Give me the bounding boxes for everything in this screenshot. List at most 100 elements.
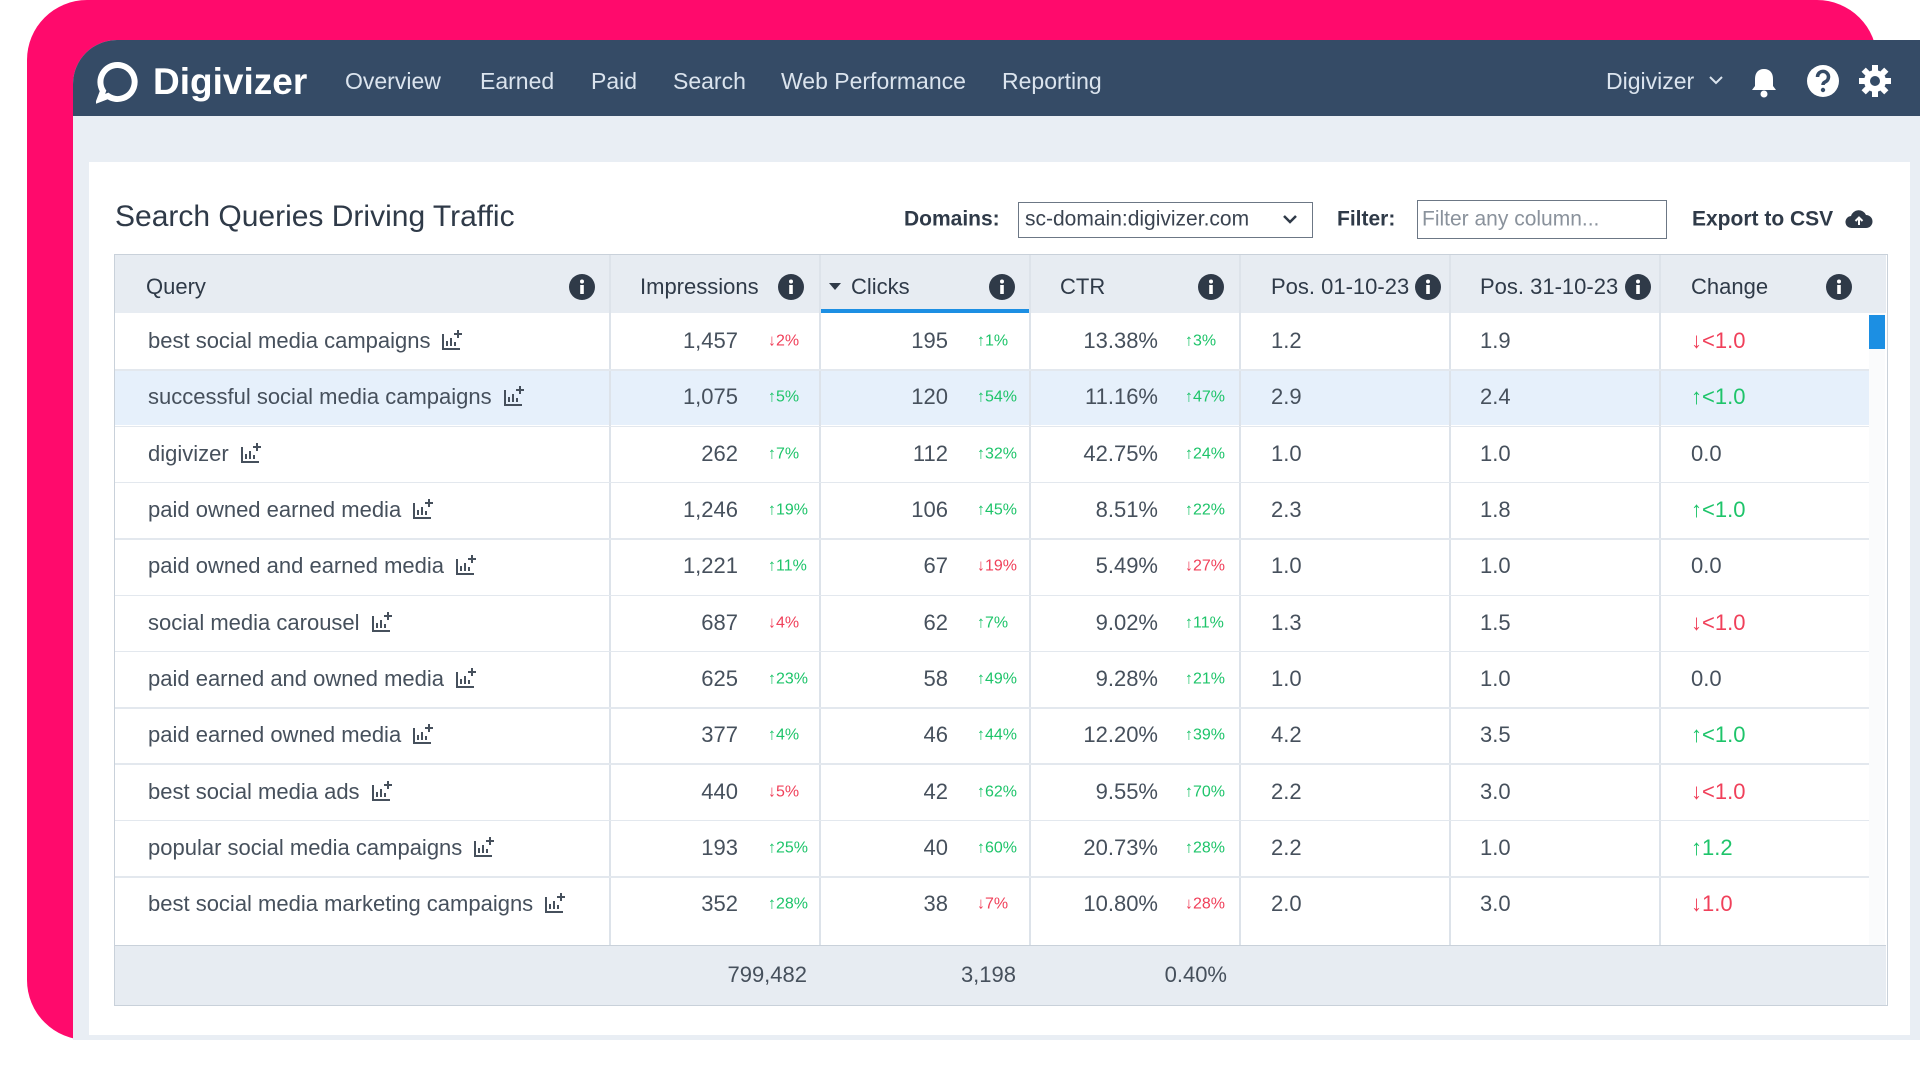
- add-chart-icon[interactable]: [543, 891, 567, 915]
- impressions: 352: [701, 890, 738, 916]
- position-start: 4.2: [1271, 722, 1302, 748]
- position-end: 3.0: [1480, 890, 1511, 916]
- position-start: 1.0: [1271, 665, 1302, 691]
- add-chart-icon[interactable]: [502, 384, 526, 408]
- add-chart-icon[interactable]: [454, 666, 478, 690]
- ctr-change: ↑39%: [1185, 726, 1226, 744]
- sort-arrow[interactable]: [829, 283, 841, 291]
- cloud-icon[interactable]: [1845, 208, 1873, 230]
- impressions-change: ↑5%: [768, 388, 800, 406]
- ctr: 13.38%: [1083, 327, 1158, 353]
- position-start: 2.9: [1271, 384, 1302, 410]
- impressions: 1,075: [682, 384, 738, 410]
- add-chart-icon[interactable]: [411, 722, 435, 746]
- ctr: 11.16%: [1085, 384, 1158, 410]
- add-chart-icon[interactable]: [454, 553, 478, 577]
- column-divider: [609, 255, 611, 945]
- nav-item[interactable]: Overview: [345, 68, 441, 95]
- logo[interactable]: [96, 60, 140, 104]
- column-divider: [1029, 255, 1031, 945]
- info-icon[interactable]: [777, 273, 805, 301]
- nav-item[interactable]: Web Performance: [781, 68, 966, 95]
- nav-item[interactable]: Earned: [480, 68, 555, 95]
- query: digivizer: [148, 440, 229, 466]
- scroll-thumb[interactable]: [1869, 315, 1885, 349]
- ctr-change: ↑47%: [1185, 388, 1226, 406]
- panel-title: Search Queries Driving Traffic: [115, 200, 515, 233]
- column-header[interactable]: Pos. 01-10-23: [1271, 273, 1410, 299]
- column-header[interactable]: Pos. 31-10-23: [1480, 273, 1619, 299]
- account-menu[interactable]: Digivizer: [1606, 68, 1695, 95]
- total: 3,198: [960, 961, 1016, 987]
- domain-value[interactable]: sc-domain:digivizer.com: [1025, 207, 1250, 231]
- nav-item[interactable]: Search: [673, 68, 746, 95]
- nav-item[interactable]: Paid: [591, 68, 638, 95]
- total: 799,482: [727, 961, 807, 987]
- position-change: 0.0: [1691, 553, 1722, 579]
- row-divider: [115, 763, 1869, 765]
- filter-input[interactable]: [1417, 200, 1667, 239]
- position-start: 1.0: [1271, 553, 1302, 579]
- column-header[interactable]: Impressions: [640, 273, 759, 299]
- filter-placeholder[interactable]: Filter any column...: [1422, 207, 1600, 231]
- info-icon[interactable]: [988, 273, 1016, 301]
- row-divider: [115, 819, 1869, 822]
- ctr: 5.49%: [1095, 553, 1158, 579]
- impressions-change: ↑28%: [768, 895, 809, 913]
- position-start: 2.0: [1271, 890, 1302, 916]
- info-icon[interactable]: [1825, 273, 1853, 301]
- add-chart-icon[interactable]: [239, 441, 263, 465]
- impressions-change: ↓2%: [768, 332, 800, 350]
- impressions-change: ↑25%: [768, 839, 809, 857]
- column-divider: [1449, 255, 1451, 945]
- clicks-change: ↑45%: [977, 501, 1018, 519]
- clicks: 46: [923, 722, 948, 748]
- bell-icon[interactable]: [1750, 66, 1778, 98]
- add-chart-icon[interactable]: [440, 328, 464, 352]
- select-chevron: [1283, 215, 1297, 224]
- info-icon[interactable]: [568, 273, 596, 301]
- position-change: ↑<1.0: [1691, 722, 1746, 748]
- nav-item[interactable]: Reporting: [1002, 68, 1102, 95]
- info-icon[interactable]: [1624, 273, 1652, 301]
- impressions: 1,246: [682, 496, 738, 522]
- clicks: 67: [923, 553, 948, 579]
- row-divider: [115, 707, 1869, 709]
- info-icon[interactable]: [1197, 273, 1225, 301]
- column-header[interactable]: Query: [146, 273, 206, 299]
- position-end: 1.0: [1480, 834, 1511, 860]
- impressions-change: ↑4%: [768, 726, 800, 744]
- query: paid owned and earned media: [148, 553, 445, 579]
- column-header[interactable]: Change: [1691, 273, 1769, 299]
- column-header[interactable]: Clicks: [851, 273, 910, 299]
- clicks-change: ↑1%: [977, 332, 1009, 350]
- row-divider: [115, 876, 1869, 878]
- position-start: 2.2: [1271, 834, 1302, 860]
- brand[interactable]: Digivizer: [153, 60, 308, 102]
- position-end: 1.0: [1480, 440, 1511, 466]
- clicks-change: ↑54%: [977, 388, 1018, 406]
- position-end: 1.9: [1480, 327, 1511, 353]
- add-chart-icon[interactable]: [370, 610, 394, 634]
- clicks: 58: [923, 665, 948, 691]
- add-chart-icon[interactable]: [411, 497, 435, 521]
- impressions-change: ↑11%: [768, 557, 807, 575]
- domain-select[interactable]: [1018, 202, 1313, 238]
- row-highlight: [115, 369, 1869, 425]
- position-end: 1.8: [1480, 496, 1511, 522]
- info-icon[interactable]: [1414, 273, 1442, 301]
- settings-icon[interactable]: [1858, 64, 1892, 98]
- ctr-change: ↓28%: [1185, 895, 1226, 913]
- clicks-change: ↓19%: [977, 557, 1018, 575]
- ctr-change: ↓27%: [1185, 557, 1226, 575]
- clicks-change: ↑62%: [977, 782, 1018, 800]
- table-frame: [114, 254, 1888, 1006]
- column-header[interactable]: CTR: [1060, 273, 1106, 299]
- add-chart-icon[interactable]: [370, 779, 394, 803]
- query: best social media ads: [148, 778, 360, 804]
- clicks-change: ↑49%: [977, 670, 1018, 688]
- export-button[interactable]: Export to CSV: [1692, 207, 1834, 231]
- help-icon[interactable]: [1806, 64, 1840, 98]
- query: paid earned owned media: [148, 722, 402, 748]
- add-chart-icon[interactable]: [472, 835, 496, 859]
